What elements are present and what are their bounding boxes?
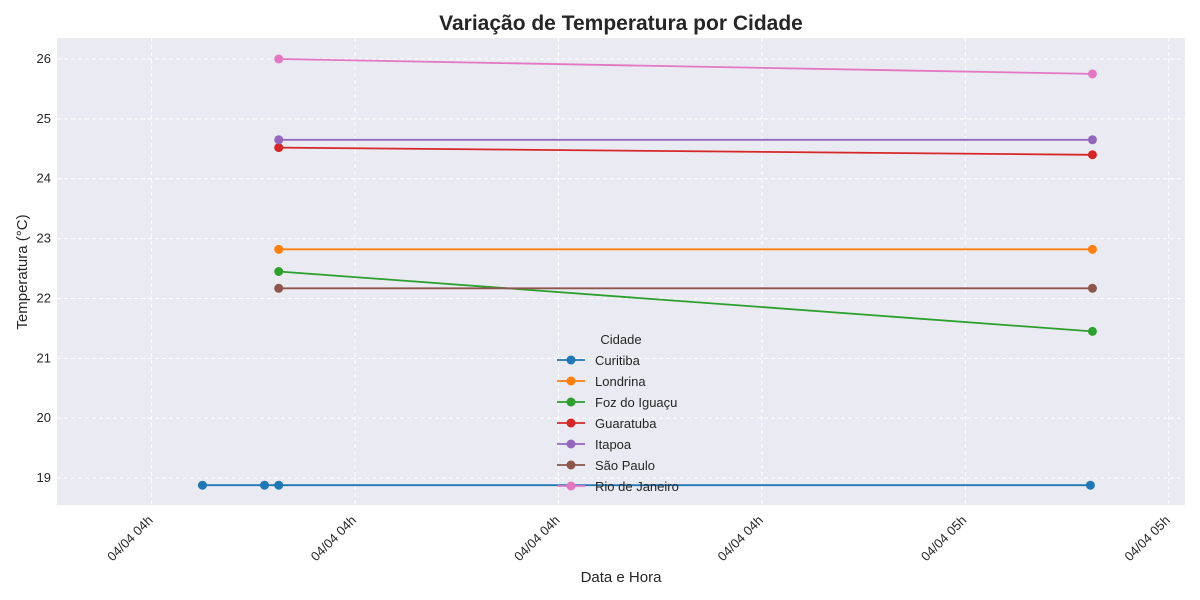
legend-title: Cidade — [600, 332, 641, 347]
data-point — [274, 135, 284, 145]
data-point — [197, 480, 207, 490]
legend-label: Itapoa — [595, 437, 632, 452]
data-point — [274, 267, 284, 276]
data-point — [274, 480, 284, 490]
legend-label: Londrina — [595, 374, 646, 389]
y-tick-label: 26 — [37, 51, 51, 66]
data-point — [1087, 244, 1097, 254]
legend-marker — [566, 418, 576, 428]
y-axis-label: Temperatura (°C) — [14, 214, 31, 329]
data-point — [274, 143, 284, 153]
data-point — [259, 480, 269, 490]
legend-marker — [566, 397, 576, 407]
y-tick-label: 19 — [37, 470, 51, 485]
legend-marker — [566, 460, 576, 470]
plot-area — [57, 38, 1185, 505]
legend-marker — [566, 376, 576, 386]
legend-marker — [566, 439, 576, 449]
legend-marker — [566, 355, 576, 365]
y-tick-label: 20 — [37, 410, 51, 425]
y-tick-label: 22 — [37, 290, 51, 305]
grid — [57, 38, 1185, 505]
series-line — [278, 146, 1093, 156]
chart-title: Variação de Temperatura por Cidade — [439, 12, 803, 35]
y-tick-label: 23 — [37, 231, 51, 246]
series-line — [278, 58, 1093, 75]
series-line — [278, 270, 1093, 333]
legend-label: Rio de Janeiro — [595, 479, 679, 494]
y-tick-label: 24 — [37, 171, 51, 186]
data-point — [1087, 135, 1097, 145]
y-tick-label: 25 — [37, 111, 51, 126]
y-tick-label: 21 — [37, 350, 51, 365]
legend-marker — [566, 481, 576, 491]
data-point — [1087, 283, 1097, 293]
legend-label: Curitiba — [595, 353, 641, 368]
legend-label: Foz do Iguaçu — [595, 395, 677, 410]
legend-label: Guaratuba — [595, 416, 657, 431]
series-group — [197, 54, 1097, 490]
data-point — [1087, 69, 1097, 79]
data-point — [274, 283, 284, 293]
data-point — [1087, 150, 1097, 160]
data-point — [1087, 326, 1097, 336]
x-axis-label: Data e Hora — [581, 569, 663, 586]
legend: Cidade Curitiba Londrina Foz do Iguaçu Guar… — [557, 332, 679, 494]
data-point — [274, 54, 284, 64]
data-point — [274, 244, 284, 254]
data-point — [1085, 480, 1095, 490]
legend-label: São Paulo — [595, 458, 655, 473]
